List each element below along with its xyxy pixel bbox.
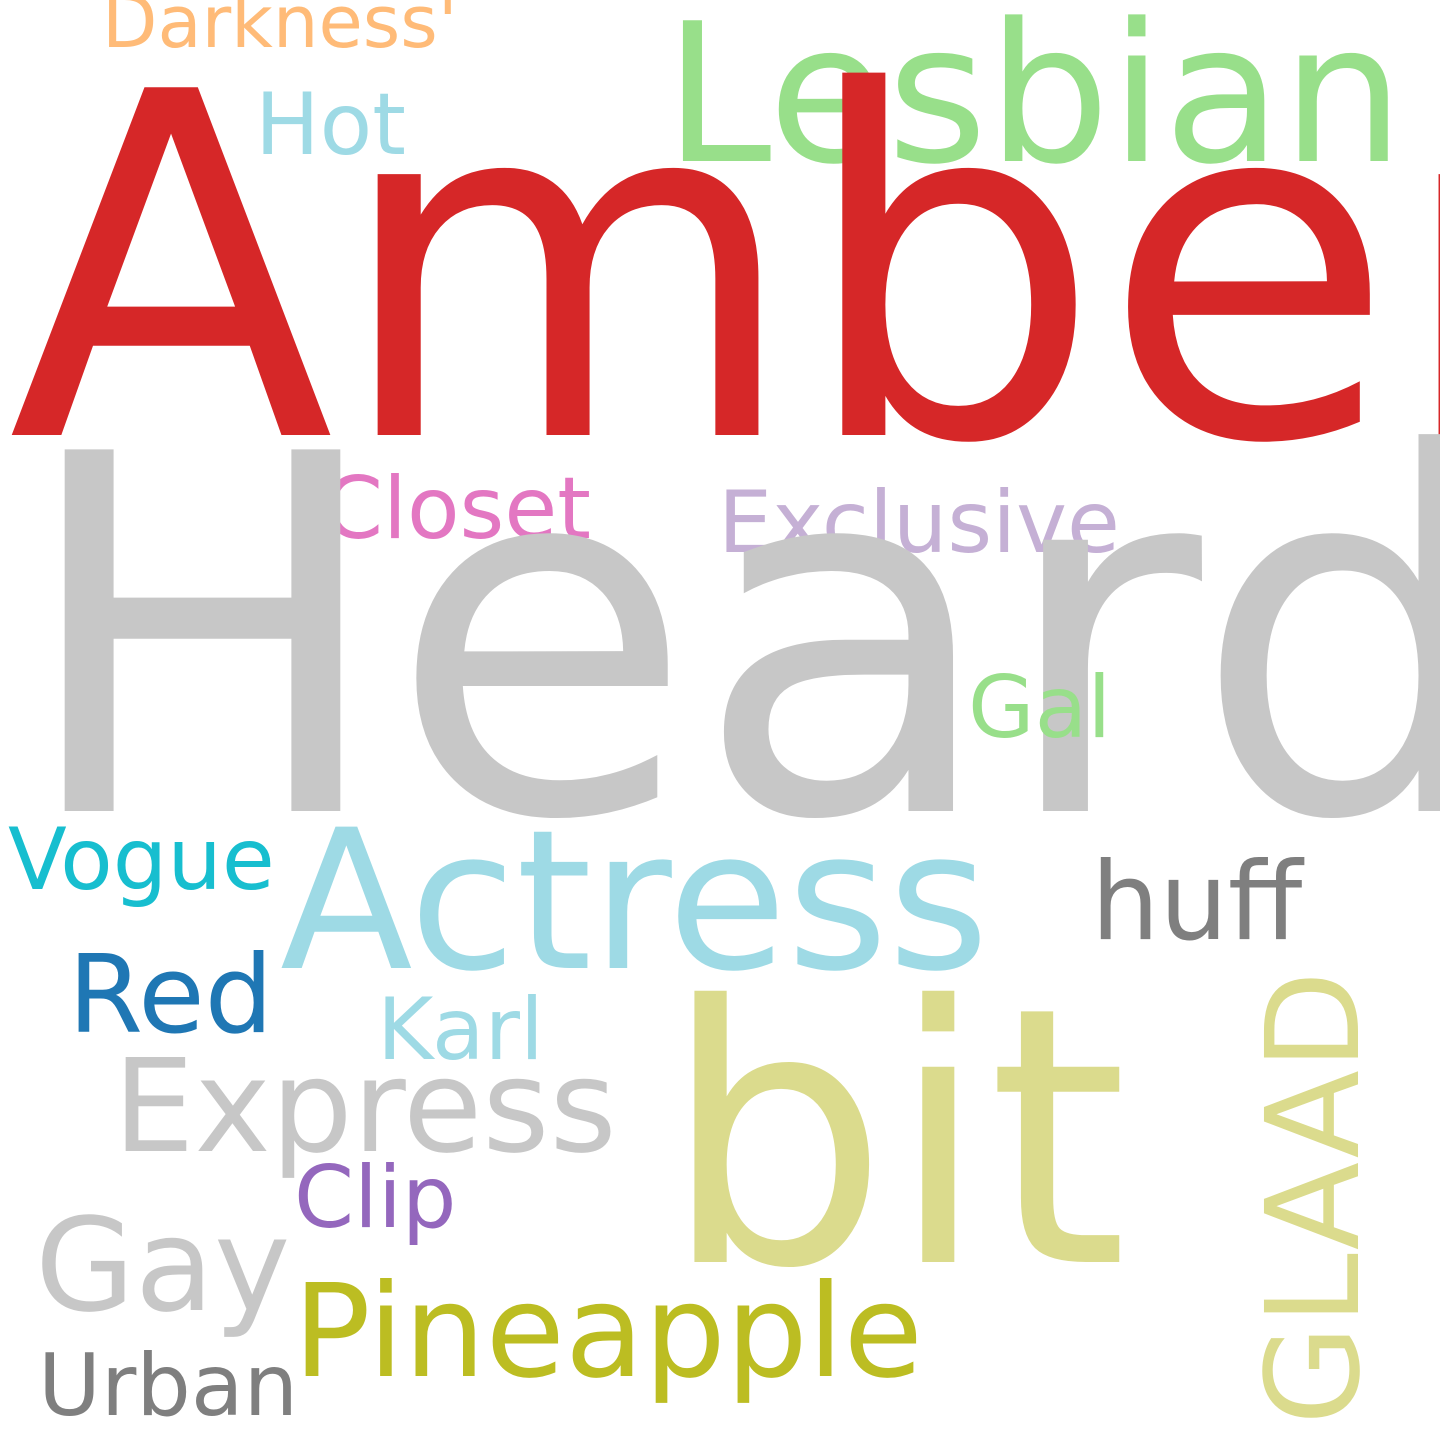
word-heard: Heard [16,351,1440,928]
word-karl: Karl [377,980,544,1080]
word-express: Express [113,1032,617,1182]
word-gay: Gay [35,1191,291,1341]
word-hot: Hot [255,75,407,175]
word-clip: Clip [294,1148,457,1248]
word-gal: Gal [968,658,1112,758]
word-bit: bit [662,932,1128,1347]
word-lesbian: Lesbian [664,0,1405,207]
word-closet: Closet [323,459,591,559]
word-darkness: Darkness' [102,0,458,64]
word-amber: Amber [8,0,1440,548]
word-actress: Actress [280,788,990,1014]
word-exclusive: Exclusive [718,473,1120,573]
word-pineapple: Pineapple [293,1257,923,1407]
word-glaad: GLAAD [1239,970,1389,1425]
word-vogue: Vogue [8,810,275,910]
word-red: Red [68,933,274,1058]
word-urban: Urban [38,1336,299,1436]
word-huff: huff [1091,840,1303,965]
